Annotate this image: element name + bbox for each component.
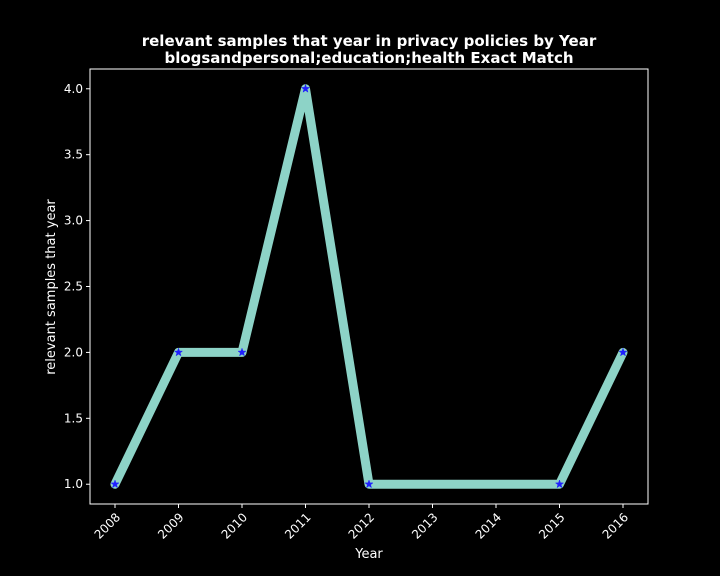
x-tick-label: 2009	[155, 510, 186, 541]
data-point-marker	[554, 479, 565, 489]
x-tick-label: 2016	[600, 510, 631, 541]
data-point-marker	[237, 347, 247, 357]
x-tick-label: 2010	[219, 510, 250, 541]
x-tick-label: 2012	[346, 510, 377, 541]
y-tick-label: 1.5	[64, 411, 83, 425]
x-tick-label: 2008	[92, 510, 123, 541]
data-point-marker	[173, 347, 184, 357]
y-tick-label: 1.0	[64, 477, 83, 491]
y-tick-label: 4.0	[64, 82, 83, 96]
y-tick-label: 3.5	[64, 148, 83, 162]
data-point-marker	[300, 83, 311, 93]
y-axis-label: relevant samples that year	[44, 199, 59, 375]
x-tick-label: 2013	[409, 510, 440, 541]
data-point-marker	[618, 347, 628, 357]
data-point-marker	[110, 479, 120, 489]
data-point-marker	[364, 479, 374, 489]
x-tick-label: 2011	[282, 510, 313, 541]
plot-area: 1.0 1.5 2.0 2.5 3.0 3.5 4.0 2008 2009 2010 2011 201…	[64, 68, 649, 542]
series-line	[110, 84, 628, 489]
chart-subtitle: blogsandpersonal;education;health Exact …	[164, 49, 573, 67]
x-tick-label: 2014	[473, 510, 504, 541]
y-tick-label: 2.5	[64, 280, 83, 294]
chart-title: relevant samples that year in privacy po…	[142, 32, 597, 50]
x-tick-label: 2015	[536, 510, 567, 541]
x-axis-label: Year	[354, 547, 383, 562]
y-tick-label: 2.0	[64, 345, 83, 359]
plot-frame	[89, 68, 649, 505]
y-tick-label: 3.0	[64, 214, 83, 228]
